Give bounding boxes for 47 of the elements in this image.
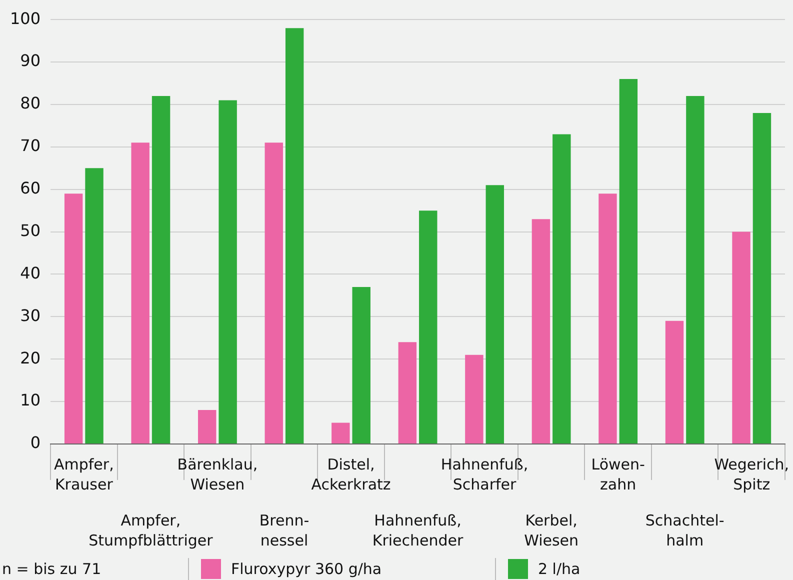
bar <box>264 142 283 444</box>
bar <box>486 185 504 444</box>
x-tick-label: Brenn- nessel <box>259 511 310 550</box>
y-tick-label: 80 <box>20 94 41 113</box>
bar <box>218 100 237 444</box>
bar <box>85 168 104 444</box>
x-tick-label: Hahnenfuß, Kriechender <box>372 511 464 550</box>
bar <box>552 134 571 444</box>
y-tick-label: 100 <box>10 8 41 28</box>
bar <box>152 96 170 444</box>
bar <box>285 28 304 444</box>
y-tick-label: 40 <box>20 263 41 282</box>
x-tick-label: Bärenklau, Wiesen <box>177 455 258 494</box>
x-tick-label: Löwen- zahn <box>591 455 645 494</box>
bar <box>465 354 484 444</box>
x-tick-label: Ampfer, Krauser <box>54 455 114 494</box>
x-tick-label: Schachtel- halm <box>645 511 724 550</box>
bar <box>398 342 417 444</box>
y-tick-label: 60 <box>20 178 41 198</box>
bar <box>419 210 438 444</box>
x-tick-label: Ampfer, Stumpfblättriger <box>88 511 214 550</box>
bar <box>619 79 638 444</box>
y-tick-label: 20 <box>20 348 41 368</box>
legend-label: 2 l/ha <box>538 560 580 578</box>
bar <box>352 286 370 444</box>
x-tick-label: Distel, Ackerkratz <box>311 455 391 494</box>
bar <box>131 142 150 444</box>
bar <box>64 194 83 444</box>
x-tick-label: Hahnenfuß, Scharfer <box>440 455 528 494</box>
y-tick-label: 70 <box>20 136 41 156</box>
bar <box>732 232 750 444</box>
y-tick-label: 0 <box>30 433 41 452</box>
bar <box>665 320 684 444</box>
bar <box>198 410 216 444</box>
bar <box>598 194 617 444</box>
y-tick-label: 50 <box>20 220 41 240</box>
bar <box>532 219 550 444</box>
y-tick-label: 30 <box>20 306 41 325</box>
bar <box>332 422 350 444</box>
bar <box>752 112 772 444</box>
bar <box>686 96 704 444</box>
x-tick-label: Kerbel, Wiesen <box>524 511 579 550</box>
text: n = bis zu 71 <box>2 560 102 578</box>
legend-label: Fluroxypyr 360 g/ha <box>231 560 382 578</box>
y-tick-label: 90 <box>20 51 41 70</box>
y-tick-label: 10 <box>20 390 41 410</box>
x-tick-label: Wegerich, Spitz <box>714 455 790 494</box>
